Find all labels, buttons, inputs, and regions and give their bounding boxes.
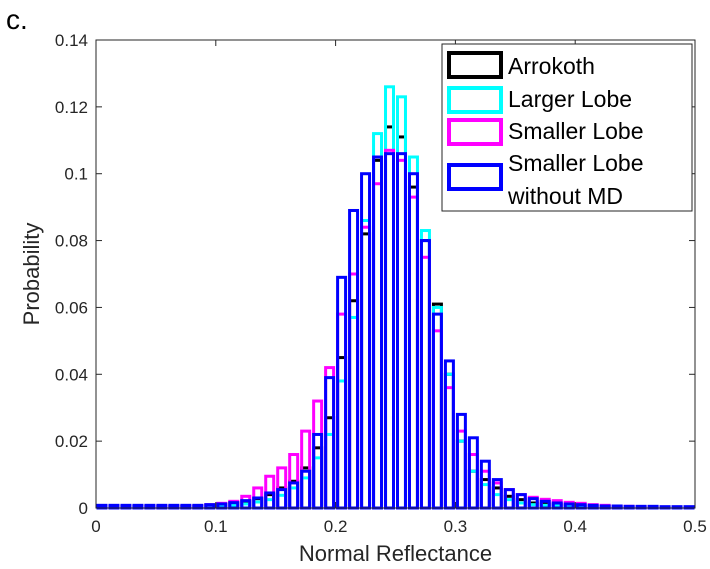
histogram-bar-4-25 bbox=[384, 152, 395, 510]
y-tick-label-2: 0.02 bbox=[55, 432, 88, 451]
legend-swatch-1 bbox=[447, 51, 503, 79]
histogram-bar-4-30 bbox=[443, 359, 455, 510]
histogram-bar-4-16 bbox=[276, 488, 288, 510]
legend-label-3: Smaller Lobe bbox=[508, 118, 644, 144]
y-tick-label-7: 0.12 bbox=[55, 98, 88, 117]
x-tick-label-4: 0.3 bbox=[444, 517, 468, 536]
legend-swatch-4 bbox=[447, 163, 503, 191]
y-tick-label-3: 0.04 bbox=[55, 365, 88, 384]
histogram-bar-4-19 bbox=[312, 432, 324, 510]
histogram-bar-4-21 bbox=[336, 275, 348, 510]
legend-label-1: Arrokoth bbox=[508, 53, 595, 79]
y-tick-label-6: 0.1 bbox=[64, 165, 88, 184]
histogram-bar-4-22 bbox=[348, 208, 360, 510]
histogram-bar-4-28 bbox=[419, 239, 431, 510]
x-tick-label-3: 0.2 bbox=[324, 517, 348, 536]
panel-label: c. bbox=[6, 4, 28, 35]
y-tick-label-4: 0.06 bbox=[55, 298, 88, 317]
y-tick-label-8: 0.14 bbox=[55, 31, 88, 50]
histogram-bar-4-23 bbox=[360, 172, 372, 510]
histogram-bar-4-36 bbox=[515, 493, 527, 510]
legend-box bbox=[441, 43, 693, 212]
histogram-bar-4-20 bbox=[324, 376, 336, 510]
legend-label-2: Larger Lobe bbox=[508, 86, 632, 112]
y-tick-label-1: 0 bbox=[79, 499, 88, 518]
legend-swatch-2 bbox=[447, 86, 503, 114]
histogram-bar-4-31 bbox=[455, 412, 467, 510]
y-axis-label: Probability bbox=[19, 223, 44, 326]
x-tick-label-2: 0.1 bbox=[204, 517, 228, 536]
legend-label-4: Smaller Lobe without MD bbox=[507, 150, 644, 209]
axis-ticks: 0 0.1 0.2 0.3 0.4 0.5 0 0.02 0.04 0.06 0.08 0.1 0.12… bbox=[55, 31, 707, 536]
axes-box bbox=[95, 39, 696, 509]
x-tick-label-6: 0.5 bbox=[683, 517, 707, 536]
histogram-bar-4-24 bbox=[372, 155, 384, 510]
y-tick-label-5: 0.08 bbox=[55, 232, 88, 251]
x-axis-label: Normal Reflectance bbox=[299, 541, 492, 566]
legend: Arrokoth Larger Lobe Smaller Lobe Smaller L… bbox=[441, 43, 693, 212]
legend-swatch-3 bbox=[447, 118, 503, 146]
histogram-bar-4-26 bbox=[396, 152, 407, 510]
histogram-bar-4-32 bbox=[467, 436, 479, 510]
x-tick-label-5: 0.4 bbox=[563, 517, 587, 536]
x-tick-label-1: 0 bbox=[91, 517, 100, 536]
histogram-bar-4-29 bbox=[431, 312, 443, 510]
histogram-bar-4-27 bbox=[407, 172, 419, 510]
